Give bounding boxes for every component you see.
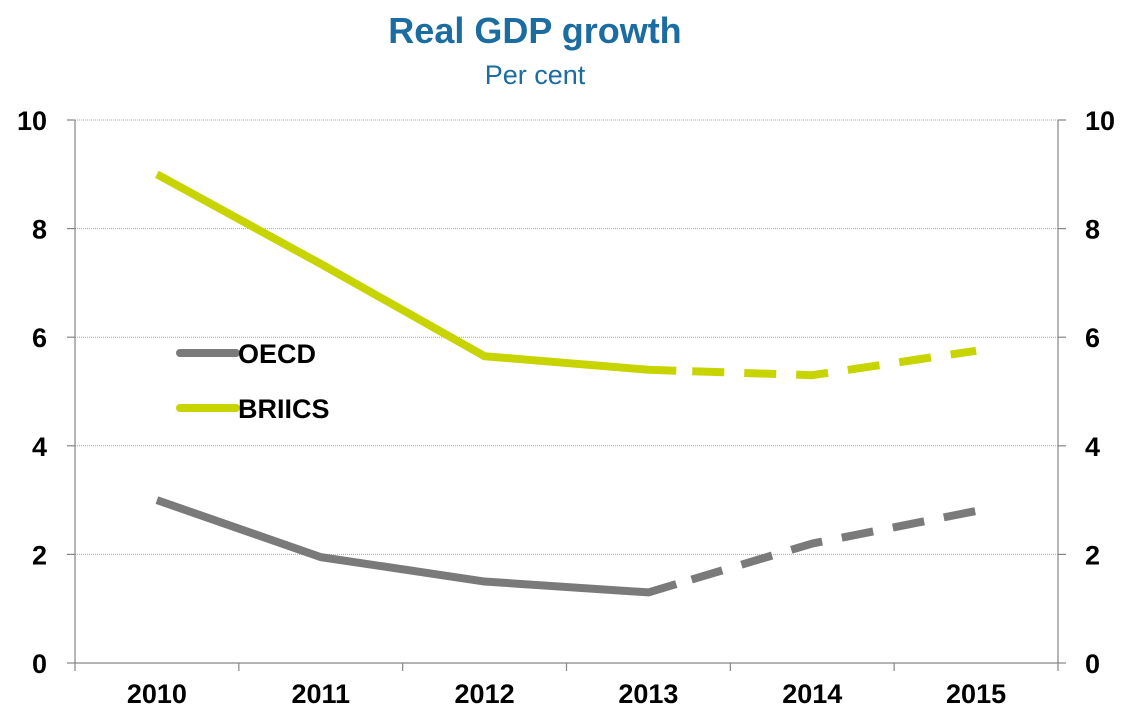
data-point-briics <box>319 262 323 266</box>
data-point-oecd <box>319 555 323 559</box>
x-tick-label: 2013 <box>618 679 678 709</box>
y-tick-label-right: 10 <box>1085 106 1115 136</box>
data-point-briics <box>974 349 978 353</box>
y-tick-label-right: 2 <box>1085 540 1100 570</box>
data-point-oecd <box>974 509 978 513</box>
y-tick-label-right: 4 <box>1085 432 1100 462</box>
data-point-oecd <box>810 542 814 546</box>
data-point-briics <box>155 172 159 176</box>
data-point-briics <box>810 373 814 377</box>
y-tick-label-right: 6 <box>1085 323 1100 353</box>
y-tick-label-left: 0 <box>32 649 47 679</box>
data-point-briics <box>646 368 650 372</box>
y-tick-label-left: 4 <box>32 432 47 462</box>
axes <box>67 119 1066 671</box>
y-tick-label-left: 8 <box>32 215 47 245</box>
series-lines <box>154 170 978 597</box>
tick-labels: 0 0 2 2 4 4 6 6 8 8 10 10 2010 2011 2012 2013 2014 2015 <box>17 106 1115 709</box>
x-tick-label: 2011 <box>291 679 350 709</box>
y-tick-label-left: 10 <box>17 106 47 136</box>
y-tick-label-right: 8 <box>1085 215 1100 245</box>
chart-subtitle: Per cent <box>485 60 586 90</box>
legend: OECD BRIICS <box>176 339 330 424</box>
data-point-oecd <box>646 590 650 594</box>
x-tick-label: 2015 <box>946 679 1006 709</box>
legend-label-oecd: OECD <box>238 339 316 369</box>
x-tick-label: 2012 <box>455 679 515 709</box>
data-point-briics <box>483 354 487 358</box>
y-tick-label-left: 2 <box>32 540 47 570</box>
x-tick-label: 2014 <box>782 679 842 709</box>
gridlines <box>75 119 1058 555</box>
legend-label-briics: BRIICS <box>238 394 330 424</box>
series-line-oecd-actual <box>155 496 678 597</box>
x-tick-label: 2010 <box>127 679 187 709</box>
data-point-oecd <box>155 498 159 502</box>
series-line-oecd-projection <box>675 507 977 588</box>
series-line-briics-actual <box>154 170 677 375</box>
legend-item-oecd: OECD <box>176 339 316 369</box>
legend-item-briics: BRIICS <box>176 394 330 424</box>
y-tick-label-right: 0 <box>1085 649 1100 679</box>
data-point-oecd <box>483 580 487 584</box>
y-tick-label-left: 6 <box>32 323 47 353</box>
chart-title: Real GDP growth <box>388 10 681 51</box>
series-line-briics-projection <box>676 346 977 380</box>
